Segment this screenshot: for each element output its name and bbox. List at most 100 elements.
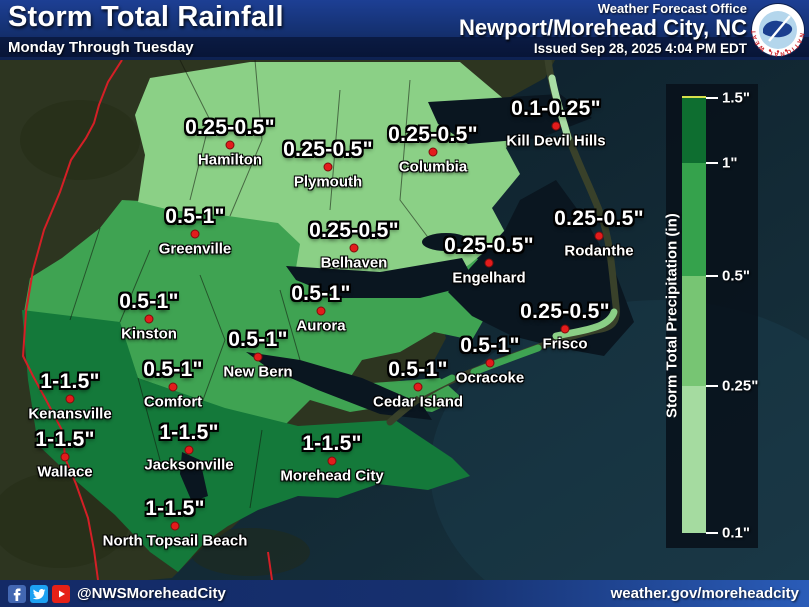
city-name-label: Engelhard	[452, 269, 526, 287]
rainfall-value-label: 0.5-1"	[119, 290, 179, 313]
colorbar-segment	[682, 386, 706, 533]
office-block: Weather Forecast Office Newport/Morehead…	[458, 1, 747, 57]
forest-patch	[20, 100, 140, 180]
city-name-label: Rodanthe	[564, 242, 634, 260]
rainfall-value-label: 0.5-1"	[291, 282, 351, 305]
zone-1-1.5in	[22, 310, 470, 572]
city-name-label: Morehead City	[280, 467, 384, 485]
city-name-label: Greenville	[158, 240, 232, 258]
forest-patch	[190, 528, 310, 576]
colorbar-segment	[682, 276, 706, 386]
city-name-label: Ocracoke	[455, 369, 525, 387]
county-boundaries	[69, 60, 431, 509]
colorbar-top-tick	[682, 96, 706, 98]
website-url: weather.gov/moreheadcity	[610, 585, 799, 602]
header-banner: Storm Total Rainfall Monday Through Tues…	[0, 0, 809, 60]
footer-bar: @NWSMoreheadCity weather.gov/moreheadcit…	[0, 580, 809, 607]
valid-period: Monday Through Tuesday	[8, 39, 194, 56]
city-marker-dot	[560, 324, 570, 334]
legend-title: Storm Total Precipitation (in)	[663, 213, 681, 418]
city-name-label: New Bern	[223, 363, 293, 381]
zone-0.25-0.5in	[135, 62, 522, 286]
city-marker-dot	[60, 452, 70, 462]
social-handle: @NWSMoreheadCity	[77, 585, 226, 602]
page-title: Storm Total Rainfall	[8, 1, 284, 33]
city-name-label: Frisco	[542, 335, 588, 353]
city-name-label: Kill Devil Hills	[506, 132, 606, 150]
city-name-label: Hamilton	[197, 151, 263, 169]
rainfall-value-label: 0.5-1"	[460, 334, 520, 357]
city-marker-dot	[225, 140, 235, 150]
rainfall-value-label: 1-1.5"	[40, 370, 100, 393]
highways	[21, 60, 273, 580]
rainfall-value-label: 0.25-0.5"	[444, 234, 534, 257]
sounds-and-rivers	[180, 94, 634, 502]
city-name-label: Belhaven	[320, 254, 388, 272]
youtube-icon[interactable]	[52, 584, 70, 603]
issued-timestamp: Issued Sep 28, 2025 4:04 PM EDT	[533, 41, 747, 57]
city-marker-dot	[323, 162, 333, 172]
rainfall-value-label: 0.5-1"	[143, 358, 203, 381]
office-name: Newport/Morehead City, NC	[458, 15, 747, 41]
rainfall-value-label: 0.5-1"	[165, 205, 225, 228]
city-marker-dot	[170, 521, 180, 531]
city-name-label: Plymouth	[293, 173, 363, 191]
city-marker-dot	[144, 314, 154, 324]
city-name-label: Aurora	[296, 317, 346, 335]
city-marker-dot	[316, 306, 326, 316]
subtitle-band	[0, 37, 809, 57]
legend-tick-mark	[706, 162, 718, 164]
city-marker-dot	[168, 382, 178, 392]
city-name-label: Kinston	[121, 325, 177, 343]
rainfall-value-label: 1-1.5"	[302, 432, 362, 455]
rainfall-value-label: 0.5-1"	[228, 328, 288, 351]
legend-tick-label: 1"	[722, 154, 738, 172]
rainfall-value-label: 0.25-0.5"	[554, 207, 644, 230]
rainfall-value-label: 0.1-0.25"	[511, 97, 601, 120]
social-icons	[8, 584, 70, 603]
city-marker-dot	[349, 243, 359, 253]
city-name-label: Kenansville	[28, 405, 112, 423]
legend-tick-mark	[706, 97, 718, 99]
outer-banks	[386, 60, 620, 426]
city-marker-dot	[327, 456, 337, 466]
rainfall-value-label: 0.25-0.5"	[520, 300, 610, 323]
colorbar-segment	[682, 163, 706, 276]
city-marker-dot	[65, 394, 75, 404]
rainfall-value-label: 1-1.5"	[35, 428, 95, 451]
rainfall-value-label: 0.5-1"	[388, 358, 448, 381]
legend-tick-label: 0.5"	[722, 267, 750, 285]
legend-tick-label: 0.25"	[722, 377, 759, 395]
city-marker-dot	[594, 231, 604, 241]
city-marker-dot	[184, 445, 194, 455]
city-marker-dot	[413, 382, 423, 392]
twitter-icon[interactable]	[30, 584, 48, 603]
city-name-label: Cedar Island	[372, 393, 464, 411]
colorbar-segment	[682, 98, 706, 163]
legend-panel	[666, 84, 758, 548]
city-marker-dot	[484, 258, 494, 268]
facebook-icon[interactable]	[8, 584, 26, 603]
rainfall-value-label: 1-1.5"	[159, 421, 219, 444]
legend-tick-mark	[706, 275, 718, 277]
city-marker-dot	[253, 352, 263, 362]
legend-tick-label: 1.5"	[722, 89, 750, 107]
city-name-label: Columbia	[398, 158, 468, 176]
rainfall-value-label: 0.25-0.5"	[388, 123, 478, 146]
rainfall-value-label: 1-1.5"	[145, 497, 205, 520]
city-marker-dot	[190, 229, 200, 239]
legend-tick-label: 0.1"	[722, 524, 750, 542]
rainfall-value-label: 0.25-0.5"	[309, 219, 399, 242]
rainfall-value-label: 0.25-0.5"	[283, 138, 373, 161]
legend-tick-mark	[706, 385, 718, 387]
city-marker-dot	[551, 121, 561, 131]
city-name-label: Comfort	[143, 393, 203, 411]
city-marker-dot	[485, 358, 495, 368]
city-name-label: North Topsail Beach	[102, 532, 248, 550]
wfo-label: Weather Forecast Office	[597, 1, 747, 16]
rainfall-value-label: 0.25-0.5"	[185, 116, 275, 139]
precipitation-colorbar	[682, 98, 706, 533]
city-name-label: Wallace	[37, 463, 93, 481]
nws-logo: NATIONAL WEATHER SERVICE	[750, 2, 805, 57]
